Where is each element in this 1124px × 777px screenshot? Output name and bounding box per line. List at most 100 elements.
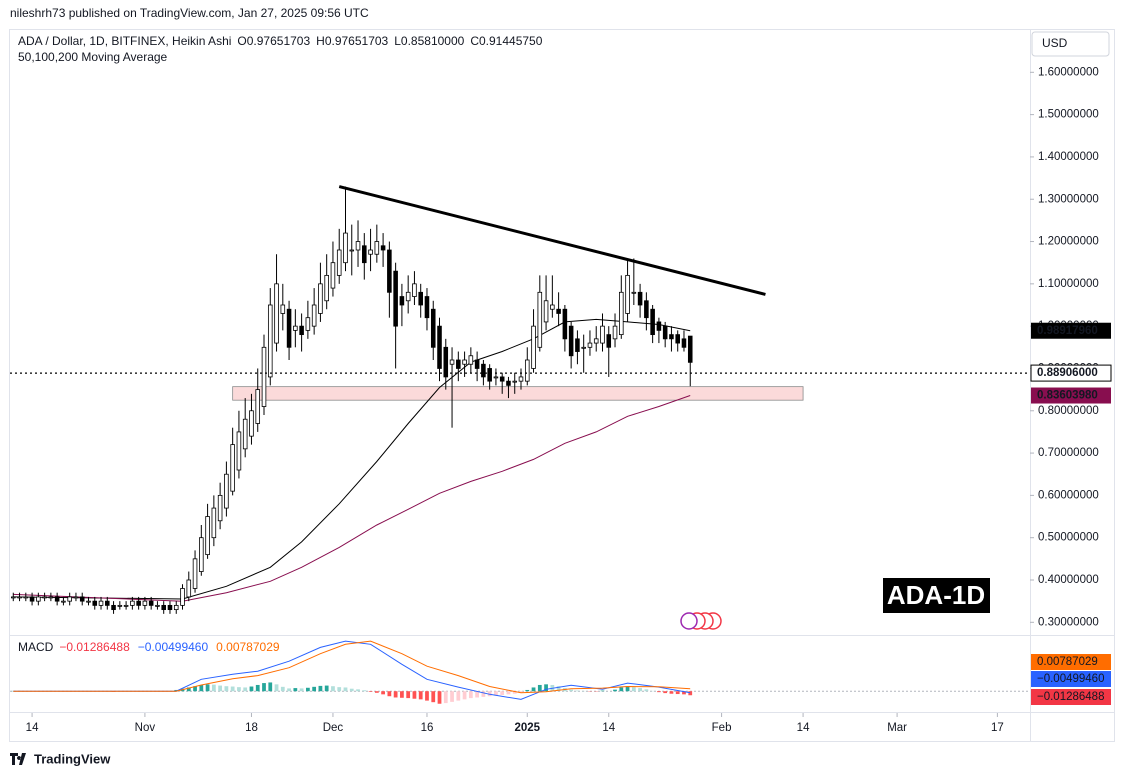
macd-histogram-bar xyxy=(349,688,354,692)
macd-histogram-bar xyxy=(569,689,574,692)
macd-histogram-bar xyxy=(400,691,404,698)
candle-body xyxy=(443,346,449,378)
candle-body xyxy=(405,291,411,302)
candle-body xyxy=(669,334,674,340)
candle-body xyxy=(606,334,612,348)
currency-button[interactable] xyxy=(1031,31,1110,57)
candle-body xyxy=(299,325,304,336)
macd-value: −0.00499460 xyxy=(138,640,209,654)
candle-body xyxy=(148,600,154,606)
y-tick-label: 0.60000000 xyxy=(1038,489,1099,501)
candle-body xyxy=(581,346,586,349)
macd-axis-label: 0.00787029 xyxy=(1037,656,1098,668)
x-tick-label: 16 xyxy=(421,722,434,734)
candle-body xyxy=(92,600,98,606)
candle-body xyxy=(343,232,348,264)
ohlc-key: L xyxy=(394,34,401,48)
ohlc-value: 0.97651703 xyxy=(247,34,311,48)
candle-body xyxy=(631,291,637,294)
watermark-box xyxy=(883,578,990,613)
macd-histogram-bar xyxy=(525,689,530,692)
candle-body xyxy=(324,274,329,302)
candle-body xyxy=(418,291,423,306)
candle-body xyxy=(449,359,455,365)
macd-value: 0.00787029 xyxy=(216,640,280,654)
candle-body xyxy=(493,376,499,379)
macd-histogram-bar xyxy=(487,691,492,697)
footer-logo xyxy=(10,753,26,765)
y-tick-label: 0.40000000 xyxy=(1038,574,1099,586)
macd-histogram-bar xyxy=(218,685,223,692)
macd-histogram-bar xyxy=(368,691,373,692)
currency[interactable]: USD xyxy=(1042,36,1068,50)
candle-body xyxy=(518,376,524,382)
macd-histogram-bar xyxy=(644,689,649,692)
macd-axis-label-box xyxy=(1031,671,1111,687)
macd-axis-label-box xyxy=(1031,689,1111,705)
macd-histogram-bar xyxy=(381,691,385,695)
macd-histogram-bar xyxy=(193,686,197,692)
candle-body xyxy=(600,325,605,344)
macd-area xyxy=(10,640,1030,704)
macd-histogram-bar xyxy=(431,691,436,703)
candle-body xyxy=(79,596,85,602)
candle-body xyxy=(625,274,630,314)
candle-body xyxy=(67,596,72,602)
candle-body xyxy=(318,283,323,314)
candle-body xyxy=(180,588,185,606)
macd-histogram-bar xyxy=(249,686,254,692)
moving-average xyxy=(13,395,691,602)
plot-area xyxy=(10,185,1030,614)
candle-body xyxy=(587,342,593,348)
candle-body xyxy=(349,249,355,252)
candle-body xyxy=(644,300,649,319)
candle-body xyxy=(111,604,116,611)
macd-histogram-bar xyxy=(512,691,517,694)
candle-body xyxy=(568,325,574,357)
candle-body xyxy=(10,596,16,599)
macd-histogram-bar xyxy=(462,691,467,700)
y-tick-label: 1.60000000 xyxy=(1038,66,1099,78)
price-label-box xyxy=(1031,322,1111,339)
macd-histogram-bar xyxy=(481,691,486,697)
candle-body xyxy=(186,579,192,598)
candle-body xyxy=(399,296,405,306)
candle-body xyxy=(286,308,292,348)
macd-histogram-bar xyxy=(287,688,291,692)
candle-body xyxy=(293,325,298,331)
candle-body xyxy=(192,558,198,589)
candle-body xyxy=(430,308,436,348)
candle-body xyxy=(54,596,60,602)
y-tick-label: 1.30000000 xyxy=(1038,193,1099,205)
candle-body xyxy=(105,600,110,606)
macd-histogram-bar xyxy=(293,688,298,692)
x-tick-label: 14 xyxy=(26,722,39,734)
candle-body xyxy=(512,380,518,383)
macd-line xyxy=(13,640,691,694)
candle-body xyxy=(136,600,141,606)
candle-body xyxy=(506,380,511,386)
candle-body xyxy=(687,335,693,363)
candle-body xyxy=(556,308,561,314)
macd-histogram-bar xyxy=(324,685,329,692)
candle-body xyxy=(412,283,417,297)
y-tick-label: 0.70000000 xyxy=(1038,447,1099,459)
candle-body xyxy=(474,359,480,369)
macd-histogram-bar xyxy=(280,686,285,692)
price-label-box xyxy=(1031,387,1111,404)
price-label: 0.83603980 xyxy=(1037,390,1098,402)
candle-body xyxy=(155,604,160,607)
ohlc-value: 0.97651703 xyxy=(325,34,389,48)
macd-axis-label-box xyxy=(1031,654,1111,670)
macd-histogram-bar xyxy=(443,691,448,704)
candle-body xyxy=(123,604,129,607)
candle-body xyxy=(86,600,91,603)
macd-legend: MACD −0.01286488 −0.00499460 0.00787029 xyxy=(18,640,280,654)
candle-body xyxy=(36,596,41,602)
candle-body xyxy=(562,308,568,340)
axes: 0.30000000 0.40000000 0.50000000 0.60000000… xyxy=(26,66,1112,734)
macd-histogram-bar xyxy=(312,686,317,692)
macd-histogram-bar xyxy=(412,691,417,699)
macd-histogram-bar xyxy=(669,691,674,694)
